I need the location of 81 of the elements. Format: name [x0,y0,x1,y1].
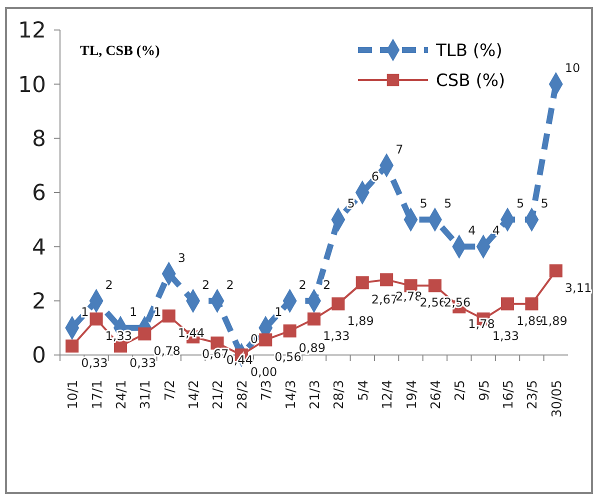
x-tick-label: 26/4 [428,380,444,410]
data-label: 5 [516,196,524,211]
data-label: 2 [202,278,210,292]
x-tick-label: 7/3 [260,380,275,401]
x-tick-label: 24/1 [114,380,130,410]
data-label: 5 [347,196,355,211]
legend-label: TLB (%) [435,40,502,61]
x-tick-label: 14/3 [284,380,299,410]
point [501,297,514,310]
legend-label: CSB (%) [436,70,506,91]
point [138,327,152,340]
data-label: 1 [154,304,162,319]
point [332,297,345,310]
point [283,324,296,338]
data-label: 5 [420,196,428,211]
y-tick-label: 6 [32,181,46,206]
data-label: 3,11 [564,280,592,295]
point [549,264,562,278]
data-label: 0,33 [129,356,156,370]
x-tick-label: 30/05 [550,380,565,418]
point [259,333,272,346]
x-tick-label: 23/5 [526,380,541,410]
data-label: 1,33 [323,328,350,343]
point [404,279,418,292]
data-label: 1,78 [468,316,495,331]
point [66,340,79,353]
data-label: 1 [274,304,282,319]
y-axis-title: TL, CSB (%) [80,44,160,59]
point [428,279,442,292]
data-label: 0,00 [250,365,278,379]
data-label: 2 [323,278,331,292]
point [210,336,224,350]
x-tick-label: 31/1 [138,380,154,410]
data-label: 3 [178,250,186,265]
y-tick-label: 10 [18,72,46,98]
data-label: 1,89 [347,314,374,328]
point [162,309,176,323]
x-tick-label: 21/3 [308,380,323,410]
point [356,276,369,290]
data-label: 0,89 [298,340,326,355]
data-label: 7 [396,142,404,156]
x-tick-label: 7/2 [162,380,178,401]
x-tick-label: 2/5 [453,380,468,401]
x-tick-label: 16/5 [502,380,517,410]
data-label: 0,33 [81,356,108,370]
x-tick-label: 21/2 [211,380,226,410]
data-label: 2,56 [444,296,471,310]
y-tick-label: 0 [32,344,46,369]
data-label: 1 [129,304,138,319]
data-label: 2 [298,278,306,292]
data-label: 2 [105,278,113,292]
x-tick-label: 12/4 [380,380,396,410]
x-tick-label: 19/4 [404,380,420,410]
data-label: 0 [250,332,258,346]
y-tick-label: 2 [32,290,46,315]
point [380,273,394,286]
x-tick-label: 28/2 [235,380,250,410]
data-label: 1,89 [516,314,544,328]
point [90,312,103,326]
data-label: 2 [226,278,234,292]
point [525,297,538,310]
data-label: 4 [468,224,476,238]
data-label: 0,78 [154,344,180,358]
x-tick-label: 17/1 [90,380,106,410]
y-tick-label: 4 [32,235,46,260]
data-label: 5 [444,196,452,211]
data-label: 5 [540,196,548,211]
data-label: 1 [81,304,89,319]
point [307,312,321,326]
x-tick-label: 28/3 [332,380,348,410]
x-tick-label: 9/5 [477,380,492,401]
y-tick-label: 8 [32,127,46,152]
data-label: 1,89 [540,314,568,328]
data-label: 1,33 [492,328,520,343]
y-tick-label: 12 [18,18,46,44]
x-tick-label: 5/4 [356,380,372,401]
data-label: 10 [564,61,580,76]
x-tick-label: 10/1 [66,380,82,410]
x-tick-label: 14/2 [187,380,202,410]
data-label: 6 [371,170,380,184]
data-label: 4 [492,224,500,238]
